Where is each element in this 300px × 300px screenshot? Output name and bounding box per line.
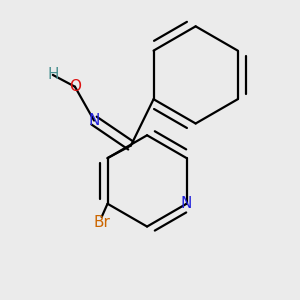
Text: O: O bbox=[69, 79, 81, 94]
Text: Br: Br bbox=[93, 215, 110, 230]
Text: N: N bbox=[88, 113, 100, 128]
Text: N: N bbox=[181, 196, 192, 211]
Text: H: H bbox=[47, 68, 58, 82]
